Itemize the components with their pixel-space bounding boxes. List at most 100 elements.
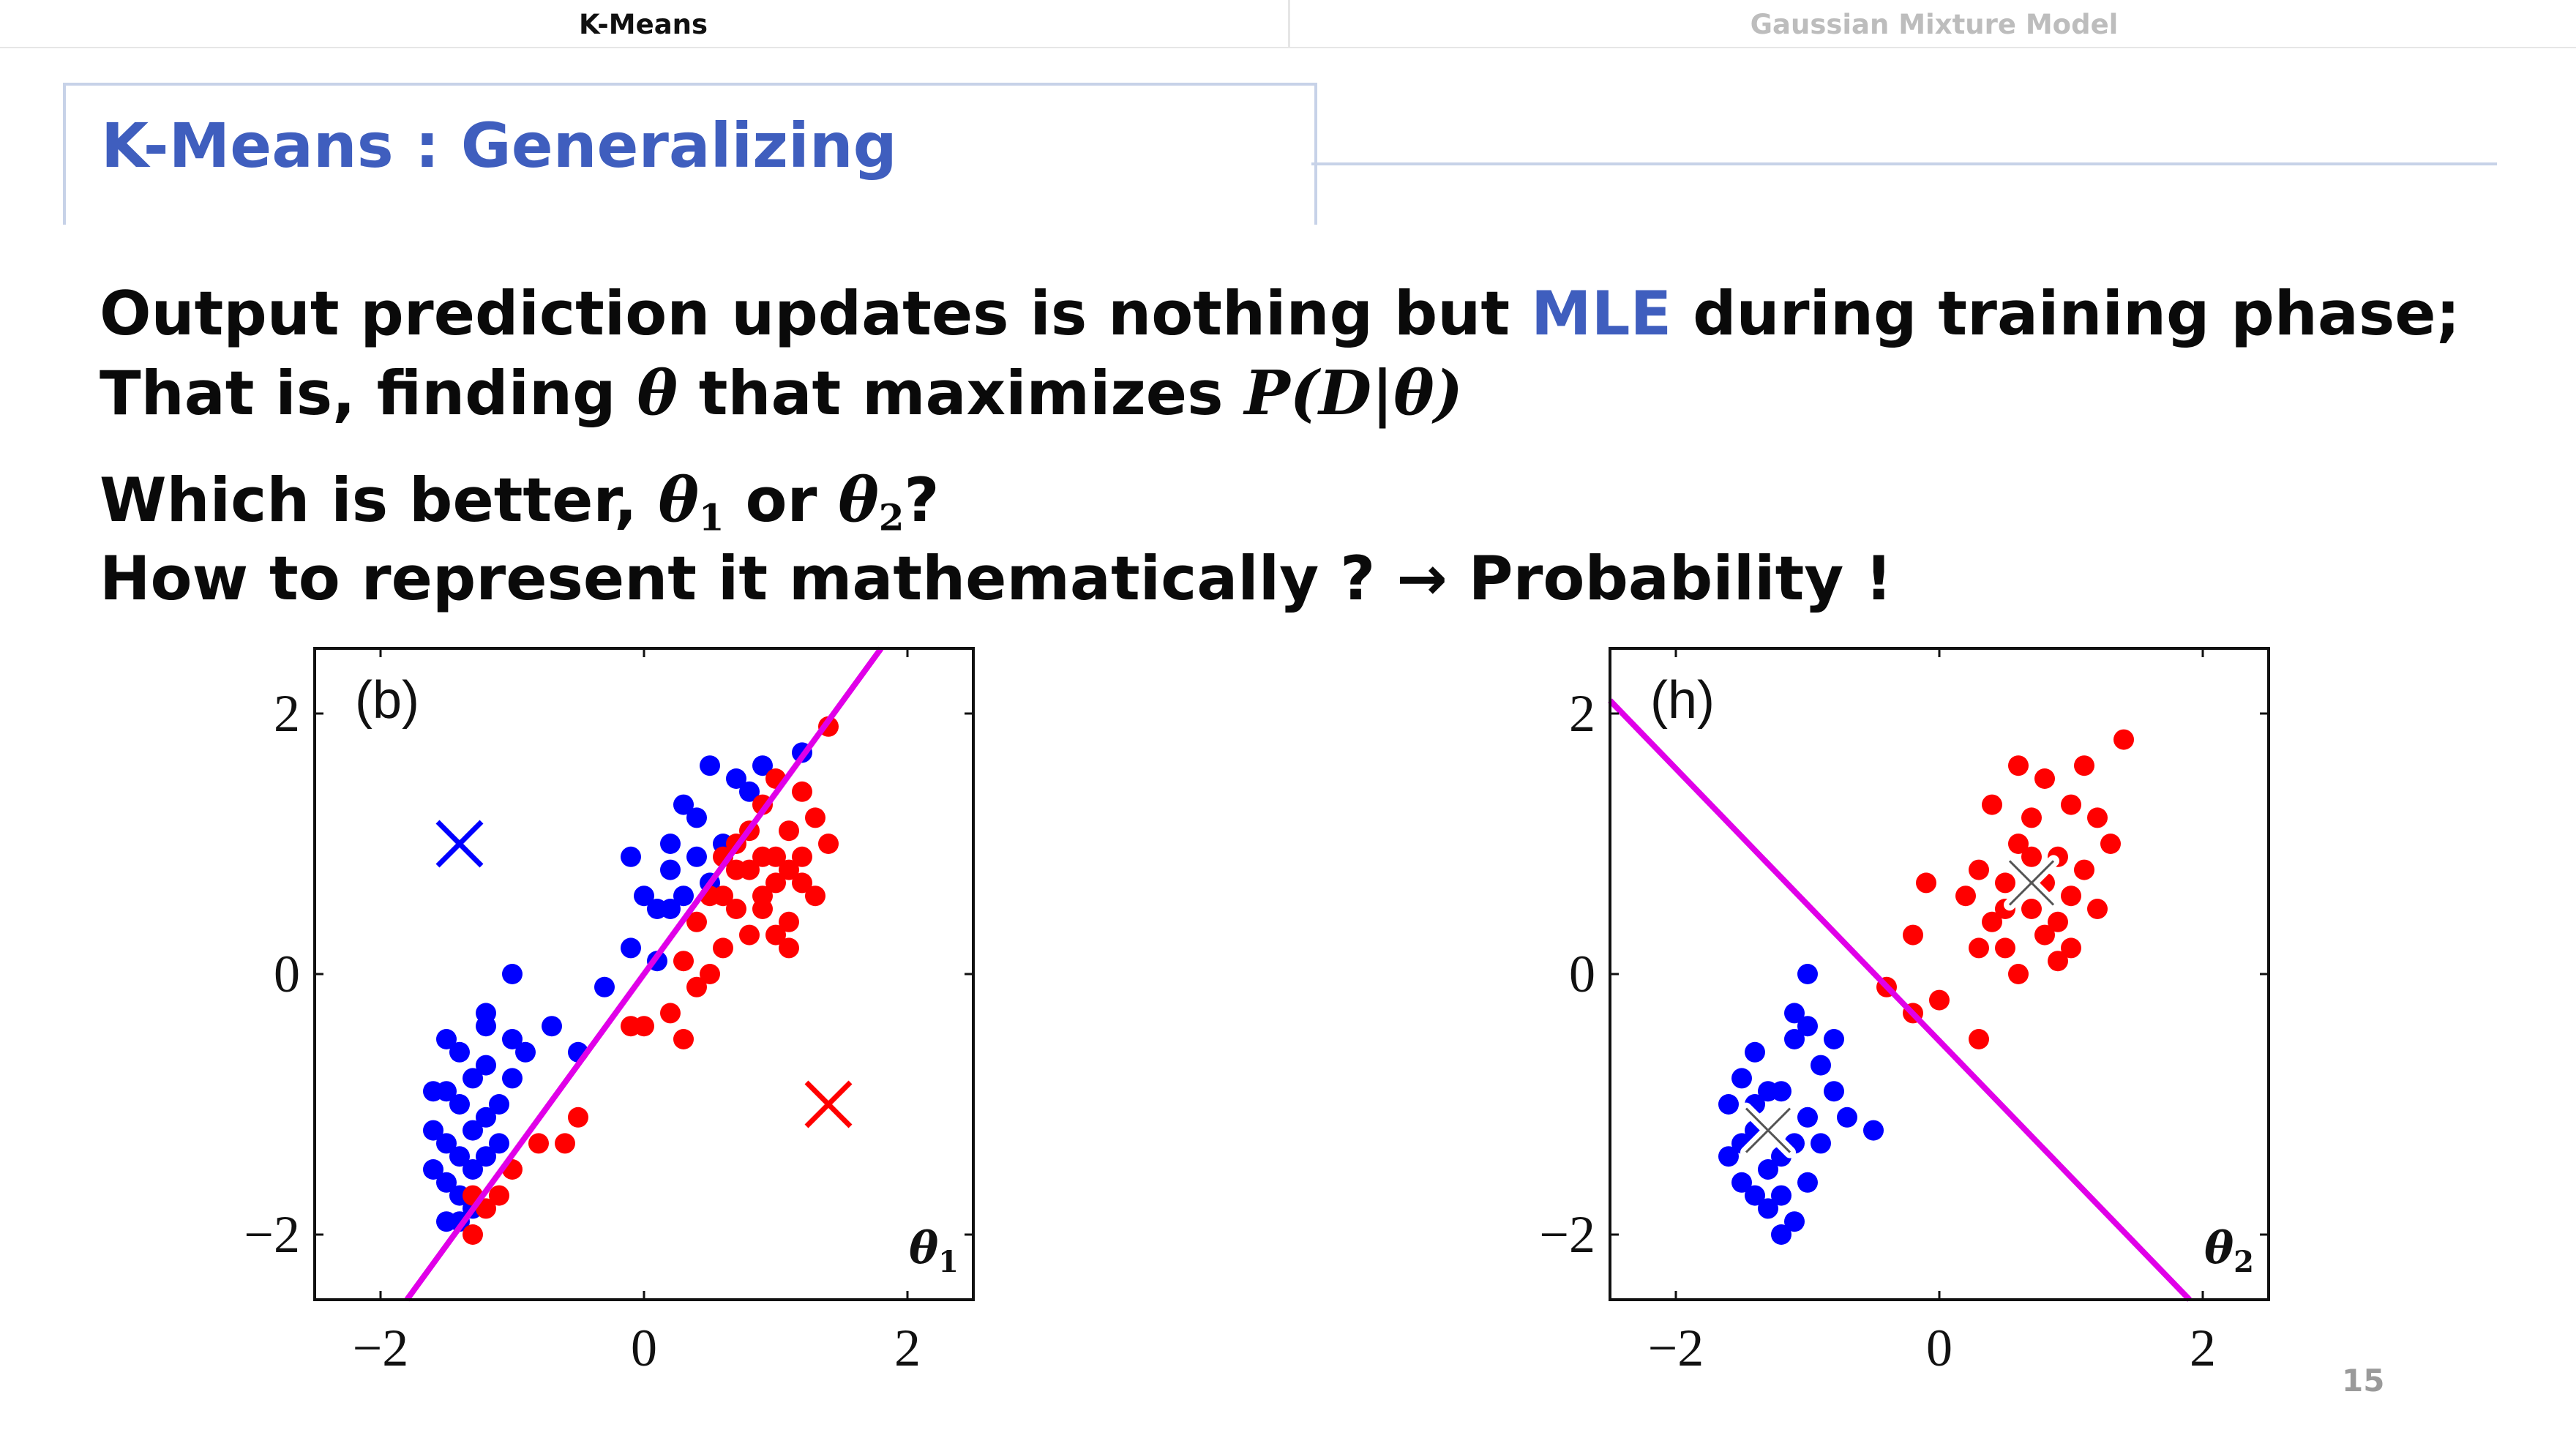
data-point: [502, 1068, 523, 1089]
centroid-stroke: [804, 1080, 853, 1128]
centroid-stroke: [1745, 1107, 1791, 1153]
theta-symbol: θ: [637, 357, 678, 429]
data-point: [660, 834, 681, 854]
data-point: [818, 834, 839, 854]
theta-symbol: θ: [909, 1223, 938, 1274]
body-text: That is, finding: [100, 358, 637, 429]
centroid-marker: [435, 820, 484, 868]
mle-highlight: MLE: [1530, 278, 1672, 349]
body-line-3: Which is better, θ1 or θ2?: [100, 464, 940, 539]
data-point: [476, 1198, 496, 1219]
theta-symbol: θ: [838, 464, 879, 536]
theta-symbol: θ: [2204, 1223, 2234, 1274]
x-tick-label: −2: [353, 1319, 409, 1377]
data-point: [476, 1146, 496, 1167]
data-point: [673, 1029, 694, 1049]
tab-k-means[interactable]: K-Means: [578, 9, 708, 40]
data-point: [660, 859, 681, 880]
theta-label: θ2: [2204, 1223, 2254, 1279]
data-point: [779, 911, 799, 932]
data-point: [686, 976, 707, 997]
data-point: [476, 1003, 496, 1024]
data-point: [1969, 859, 1989, 880]
centroid-stroke: [435, 820, 484, 868]
body-text: during training phase;: [1671, 278, 2460, 349]
slide-title: K-Means : Generalizing: [101, 110, 897, 181]
data-point: [1784, 1003, 1805, 1024]
data-point: [660, 1003, 681, 1024]
data-point: [476, 1055, 496, 1076]
data-point: [436, 1029, 457, 1049]
data-point: [1903, 924, 1923, 946]
data-point: [1784, 1211, 1805, 1232]
tab-gaussian-mixture-model[interactable]: Gaussian Mixture Model: [1288, 0, 2576, 47]
data-point: [739, 924, 760, 946]
data-point: [792, 872, 812, 894]
data-point: [568, 1107, 588, 1128]
y-tick-label: −2: [244, 1205, 300, 1264]
data-point: [1758, 1081, 1778, 1102]
theta-symbol: θ: [658, 464, 699, 536]
y-tick-label: 2: [274, 684, 300, 743]
body-line-4: How to represent it mathematically ? → P…: [100, 543, 1893, 614]
data-point: [752, 886, 773, 907]
y-tick-label: 2: [1569, 684, 1595, 743]
decision-boundary: [1608, 698, 2192, 1302]
data-point: [805, 886, 825, 907]
data-point: [1758, 1159, 1778, 1180]
panel-label: (h): [1650, 671, 1715, 730]
data-point: [792, 846, 812, 867]
data-point: [423, 1159, 443, 1180]
plot-frame: [1609, 647, 2270, 1301]
data-point: [739, 781, 760, 802]
title-underline: [1311, 162, 2497, 165]
data-point: [765, 872, 786, 894]
data-point: [1758, 1198, 1778, 1219]
data-point: [805, 807, 825, 828]
data-point: [1929, 989, 1950, 1011]
data-point: [1916, 872, 1936, 894]
body-line-1: Output prediction updates is nothing but…: [100, 278, 2460, 349]
data-point: [779, 859, 799, 880]
data-point: [1969, 1029, 1989, 1049]
data-point: [2113, 729, 2134, 750]
body-text: or: [724, 465, 839, 536]
data-point: [700, 755, 720, 776]
theta-subscript: 1: [698, 495, 724, 539]
data-point: [713, 886, 733, 907]
data-point: [2061, 794, 2081, 815]
data-point: [1811, 1133, 1831, 1154]
data-point: [1824, 1081, 1844, 1102]
data-point: [436, 1172, 457, 1193]
theta-subscript: 1: [938, 1245, 959, 1279]
data-point: [463, 1159, 483, 1180]
data-point: [476, 1107, 496, 1128]
y-tick-label: 0: [1569, 945, 1595, 1003]
data-point: [1797, 1016, 1818, 1037]
data-point: [673, 794, 694, 815]
centroid-stroke: [2008, 860, 2055, 906]
data-point: [2021, 846, 2042, 867]
data-point: [1995, 937, 2015, 959]
data-point: [449, 1041, 470, 1063]
data-point: [449, 1146, 470, 1167]
data-point: [2034, 924, 2055, 946]
body-text: that maximizes: [677, 358, 1245, 429]
data-point: [2008, 964, 2029, 984]
x-tick-label: 2: [2190, 1319, 2216, 1377]
data-point: [515, 1041, 536, 1063]
data-point: [1731, 1068, 1752, 1089]
data-point: [621, 846, 641, 867]
x-tick-label: 0: [631, 1319, 657, 1377]
theta-subscript: 2: [2234, 1245, 2254, 1279]
decision-boundary: [404, 646, 884, 1302]
data-point: [779, 937, 799, 959]
data-point: [726, 899, 746, 919]
data-point: [1731, 1172, 1752, 1193]
data-point: [2008, 834, 2029, 854]
data-point: [1969, 937, 1989, 959]
body-text: ?: [904, 465, 940, 536]
data-point: [1824, 1029, 1844, 1049]
data-point: [792, 781, 812, 802]
